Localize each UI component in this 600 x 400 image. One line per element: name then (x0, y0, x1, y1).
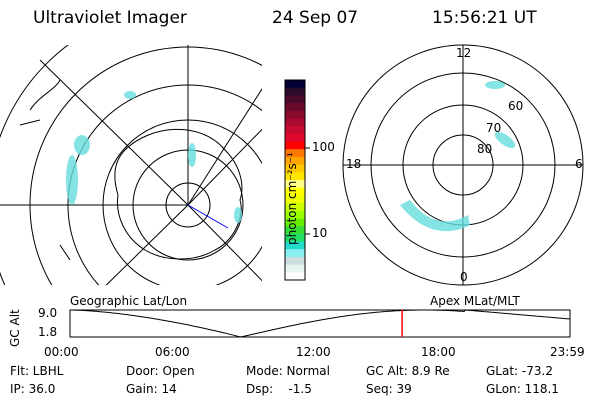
glon: GLon: 118.1 (486, 382, 559, 396)
colorbar-band (285, 272, 305, 281)
colorbar-band (285, 264, 305, 273)
colorbar-band (285, 103, 305, 112)
x-tick: 18:00 (421, 345, 456, 359)
instrument-title: Ultraviolet Imager (33, 8, 187, 28)
polar-dial (342, 44, 584, 286)
antarctica-outline (114, 128, 243, 260)
colorbar-band (285, 226, 305, 235)
x-tick: 06:00 (155, 345, 190, 359)
colorbar-band (285, 87, 305, 96)
colorbar-band (285, 110, 305, 119)
colorbar-band (285, 187, 305, 196)
colorbar-band (285, 233, 305, 243)
x-tick: 00:00 (44, 345, 79, 359)
seq: Seq: 39 (366, 382, 412, 396)
colorbar-band (285, 149, 305, 158)
ip: IP: 36.0 (10, 382, 56, 396)
gc-alt: GC Alt: 8.9 Re (366, 364, 450, 378)
colorbar-band (285, 210, 305, 219)
colorbar-tick-100: 100 (312, 140, 335, 154)
mlt-6: 6 (575, 157, 583, 171)
colorbar-band (285, 80, 305, 89)
colorbar-band (285, 118, 305, 127)
filter: Flt: LBHL (10, 364, 64, 378)
colorbar-band (285, 256, 305, 266)
colorbar (285, 80, 305, 281)
mlt-12: 12 (456, 46, 472, 60)
colorbar-tick-10: 10 (312, 226, 328, 240)
glat: GLat: -73.2 (486, 364, 553, 378)
colorbar-band (285, 249, 305, 258)
colorbar-band (285, 241, 305, 250)
colorbar-band (285, 133, 305, 143)
dsp: Dsp: -1.5 (246, 382, 312, 396)
colorbar-band (285, 218, 305, 227)
y-label: GC Alt (8, 309, 22, 347)
aurora-emission (66, 91, 242, 223)
door: Door: Open (126, 364, 195, 378)
colorbar-band (285, 95, 305, 104)
mlt-0: 0 (460, 270, 468, 284)
colorbar-band (285, 126, 305, 135)
gain: Gain: 14 (126, 382, 177, 396)
x-tick: 23:59 (550, 345, 585, 359)
colorbar-band (285, 172, 305, 181)
y-max: 9.0 (38, 306, 58, 320)
geo-title: Geographic Lat/Lon (70, 294, 188, 308)
colorbar-band (285, 164, 305, 173)
colorbar-band (285, 195, 305, 204)
time: 15:56:21 UT (432, 8, 537, 28)
mlat-80: 80 (477, 142, 493, 156)
mlt-18: 18 (346, 157, 362, 171)
colorbar-band (285, 180, 305, 189)
x-tick: 12:00 (296, 345, 331, 359)
date: 24 Sep 07 (272, 8, 359, 28)
geographic-map (0, 45, 262, 285)
mlat-70: 70 (486, 121, 502, 135)
timeline-frame (69, 309, 571, 338)
colorbar-band (285, 141, 305, 150)
altitude-curve (70, 309, 571, 338)
coastline (19, 79, 71, 261)
aurora-emission-polar (400, 81, 516, 232)
colorbar-label: photon cm⁻²s⁻¹ (285, 152, 299, 245)
sun-direction (187, 204, 229, 229)
y-min: 1.8 (38, 325, 58, 339)
colorbar-band (285, 156, 305, 166)
colorbar-band (285, 203, 305, 212)
mode: Mode: Normal (246, 364, 330, 378)
mlat-60: 60 (508, 99, 524, 113)
apex-title: Apex MLat/MLT (430, 294, 520, 308)
